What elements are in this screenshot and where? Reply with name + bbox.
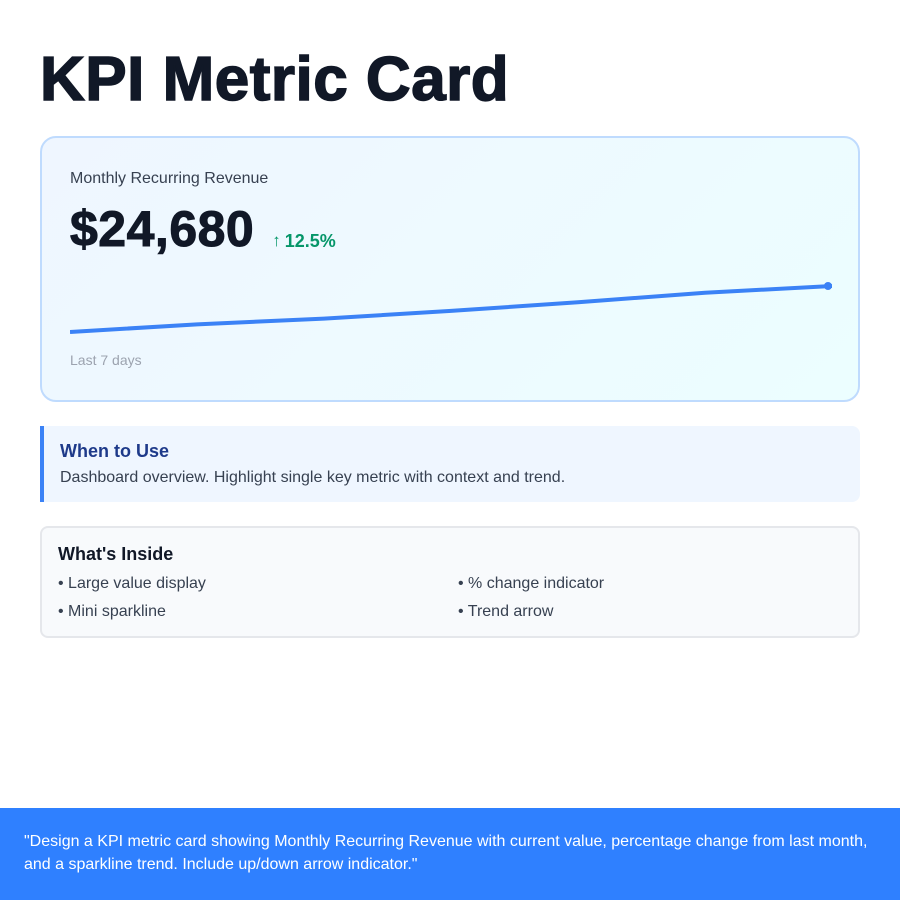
prompt-footer: "Design a KPI metric card showing Monthl…: [0, 808, 900, 900]
kpi-card: Monthly Recurring Revenue $24,680 ↑ 12.5…: [40, 136, 860, 402]
list-item: • Mini sparkline: [58, 603, 166, 620]
kpi-change-indicator: ↑ 12.5%: [272, 231, 336, 252]
kpi-value-row: $24,680 ↑ 12.5%: [69, 200, 336, 258]
list-item: • % change indicator: [458, 575, 605, 592]
page-title: KPI Metric Card: [39, 44, 510, 115]
whats-inside-list: • Large value display • % change indicat…: [58, 574, 848, 622]
list-item: • Large value display: [58, 575, 206, 592]
whats-inside-title: What's Inside: [58, 544, 174, 564]
prompt-text: "Design a KPI metric card showing Monthl…: [24, 833, 868, 873]
sparkline-line: [70, 284, 832, 334]
sparkline-end-dot: [824, 282, 832, 290]
list-item: • Trend arrow: [458, 603, 554, 620]
sparkline-chart: [70, 282, 832, 334]
kpi-change-value: 12.5%: [284, 230, 336, 251]
kpi-period-label: Last 7 days: [70, 352, 142, 368]
kpi-value: $24,680: [69, 201, 255, 258]
when-to-use-text: Dashboard overview. Highlight single key…: [60, 469, 566, 486]
kpi-label: Monthly Recurring Revenue: [70, 170, 269, 187]
when-to-use-title: When to Use: [60, 441, 170, 461]
arrow-up-icon: ↑: [272, 231, 281, 250]
whats-inside-panel: What's Inside • Large value display • % …: [40, 526, 860, 638]
when-to-use-callout: When to Use Dashboard overview. Highligh…: [40, 426, 860, 502]
